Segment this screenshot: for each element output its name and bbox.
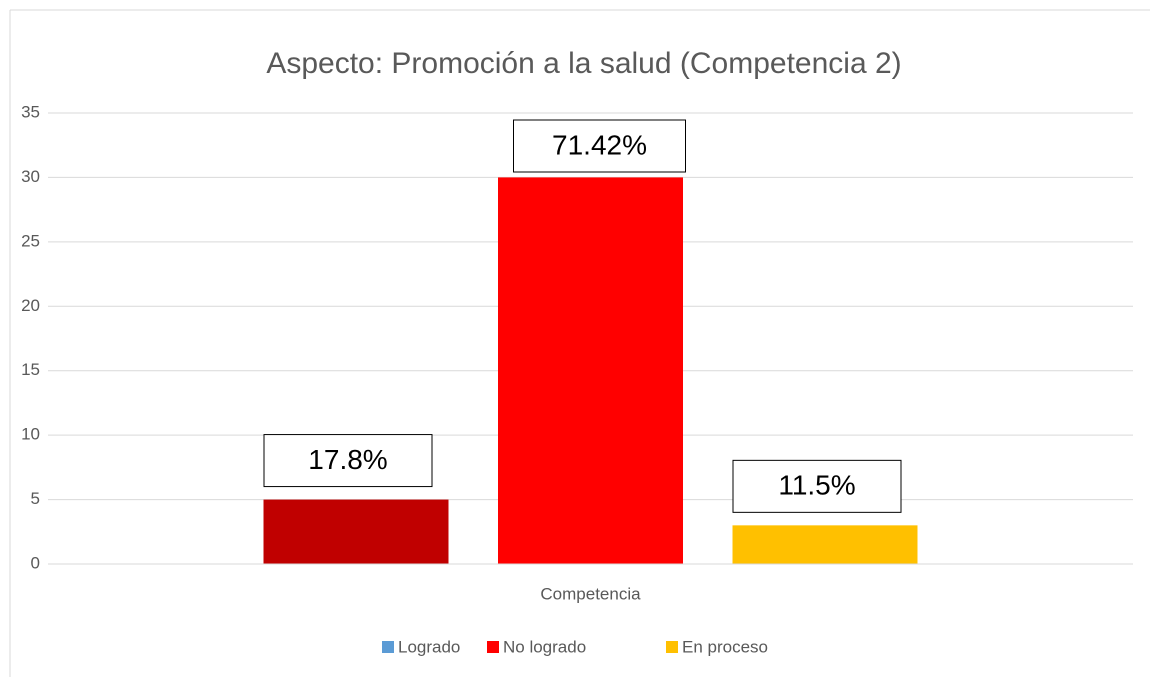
y-tick-label: 30	[21, 167, 40, 186]
annotation-box	[732, 459, 902, 513]
annotation: 17.8%	[308, 444, 387, 475]
y-tick-label: 0	[31, 553, 40, 572]
y-tick-label: 35	[21, 102, 40, 121]
y-tick-label: 5	[31, 489, 40, 508]
y-tick-label: 10	[21, 425, 40, 444]
legend-label: No logrado	[503, 637, 586, 656]
x-tick-label: Competencia	[540, 584, 641, 603]
legend-swatch	[487, 641, 499, 653]
annotation-box	[263, 434, 433, 488]
legend-swatch	[382, 641, 394, 653]
legend-swatch	[666, 641, 678, 653]
bar	[263, 499, 449, 564]
legend-label: Logrado	[398, 637, 460, 656]
bar	[498, 177, 683, 564]
bar	[732, 525, 918, 564]
annotation-box	[513, 119, 686, 173]
y-tick-label: 25	[21, 231, 40, 250]
chart-title: Aspecto: Promoción a la salud (Competenc…	[266, 47, 901, 80]
legend-label: En proceso	[682, 637, 768, 656]
y-tick-label: 20	[21, 296, 40, 315]
annotation: 71.42%	[552, 129, 647, 160]
y-tick-label: 15	[21, 360, 40, 379]
annotation: 11.5%	[778, 470, 855, 501]
